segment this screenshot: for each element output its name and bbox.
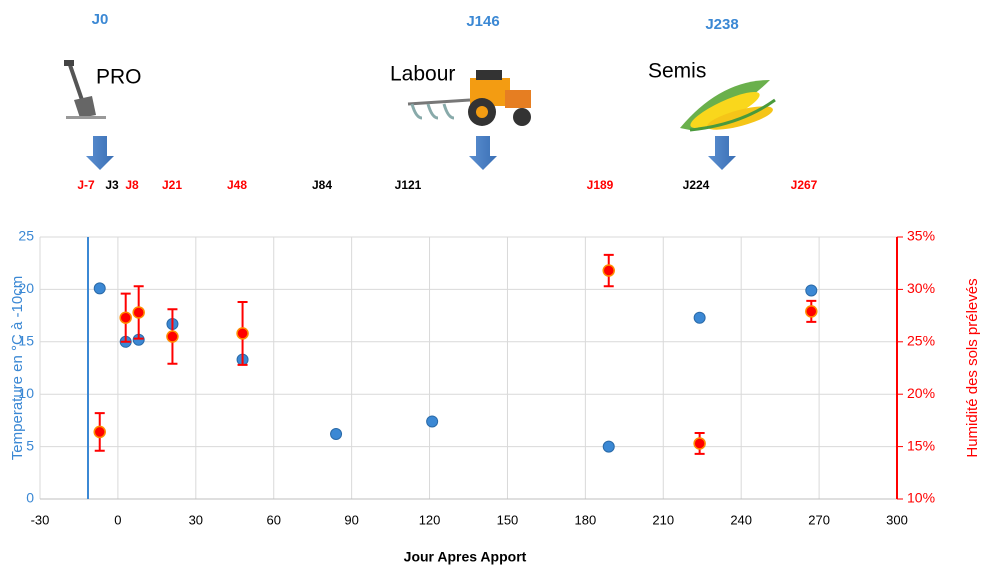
event-label: PRO — [96, 66, 142, 89]
day-label: J48 — [227, 178, 247, 192]
point — [93, 282, 106, 295]
point — [119, 311, 132, 324]
point — [693, 311, 706, 324]
y2-tick-label: 30% — [907, 280, 935, 296]
day-label: J224 — [683, 178, 710, 192]
y2-tick-label: 35% — [907, 228, 935, 244]
y-tick-label: 20 — [18, 280, 34, 296]
day-label: J267 — [791, 178, 818, 192]
point — [805, 284, 818, 297]
day-label: J3 — [105, 178, 119, 192]
x-tick-label: 240 — [730, 512, 752, 527]
y2-tick-label: 25% — [907, 333, 935, 349]
event-day: J238 — [705, 16, 738, 33]
y2-axis-title: Humidité des sols prélevés — [964, 278, 981, 457]
tractor-icon — [407, 70, 531, 126]
y-tick-label: 0 — [26, 490, 34, 506]
point — [693, 437, 706, 450]
x-tick-label: 300 — [886, 512, 908, 527]
point — [426, 415, 439, 428]
x-tick-label: 120 — [419, 512, 441, 527]
point — [602, 264, 615, 277]
x-tick-label: -30 — [31, 512, 50, 527]
event-day: J0 — [92, 11, 109, 28]
day-label: J-7 — [77, 178, 95, 192]
day-label: J189 — [587, 178, 614, 192]
point — [132, 306, 145, 319]
x-axis-title: Jour Apres Apport — [404, 549, 527, 565]
y-tick-label: 5 — [26, 437, 34, 453]
arrows — [86, 136, 736, 170]
y-axis-title: Temperature en °C à -10cm — [9, 276, 26, 460]
corn-icon — [680, 80, 776, 132]
y-tick-label: 15 — [18, 333, 34, 349]
event-label: Semis — [648, 60, 706, 83]
x-tick-label: 60 — [266, 512, 280, 527]
point — [236, 327, 249, 340]
shovel-icon — [64, 60, 106, 119]
y2-tick-label: 15% — [907, 437, 935, 453]
day-label: J8 — [125, 178, 139, 192]
day-label: J121 — [395, 178, 422, 192]
x-tick-label: 0 — [114, 512, 121, 527]
point — [602, 440, 615, 453]
point — [166, 330, 179, 343]
x-tick-label: 90 — [344, 512, 358, 527]
x-tick-label: 150 — [497, 512, 519, 527]
day-label: J21 — [162, 178, 182, 192]
event-label: Labour — [390, 63, 455, 86]
y2-tick-label: 20% — [907, 385, 935, 401]
event-day: J146 — [466, 13, 499, 30]
x-tick-label: 180 — [575, 512, 597, 527]
point — [330, 428, 343, 441]
point — [93, 425, 106, 439]
x-tick-label: 210 — [652, 512, 674, 527]
day-label: J84 — [312, 178, 332, 192]
y2-tick-label: 10% — [907, 490, 935, 506]
x-tick-label: 30 — [189, 512, 203, 527]
y-tick-label: 10 — [18, 385, 34, 401]
y-tick-label: 25 — [18, 228, 34, 244]
x-tick-label: 270 — [808, 512, 830, 527]
point — [805, 305, 818, 318]
